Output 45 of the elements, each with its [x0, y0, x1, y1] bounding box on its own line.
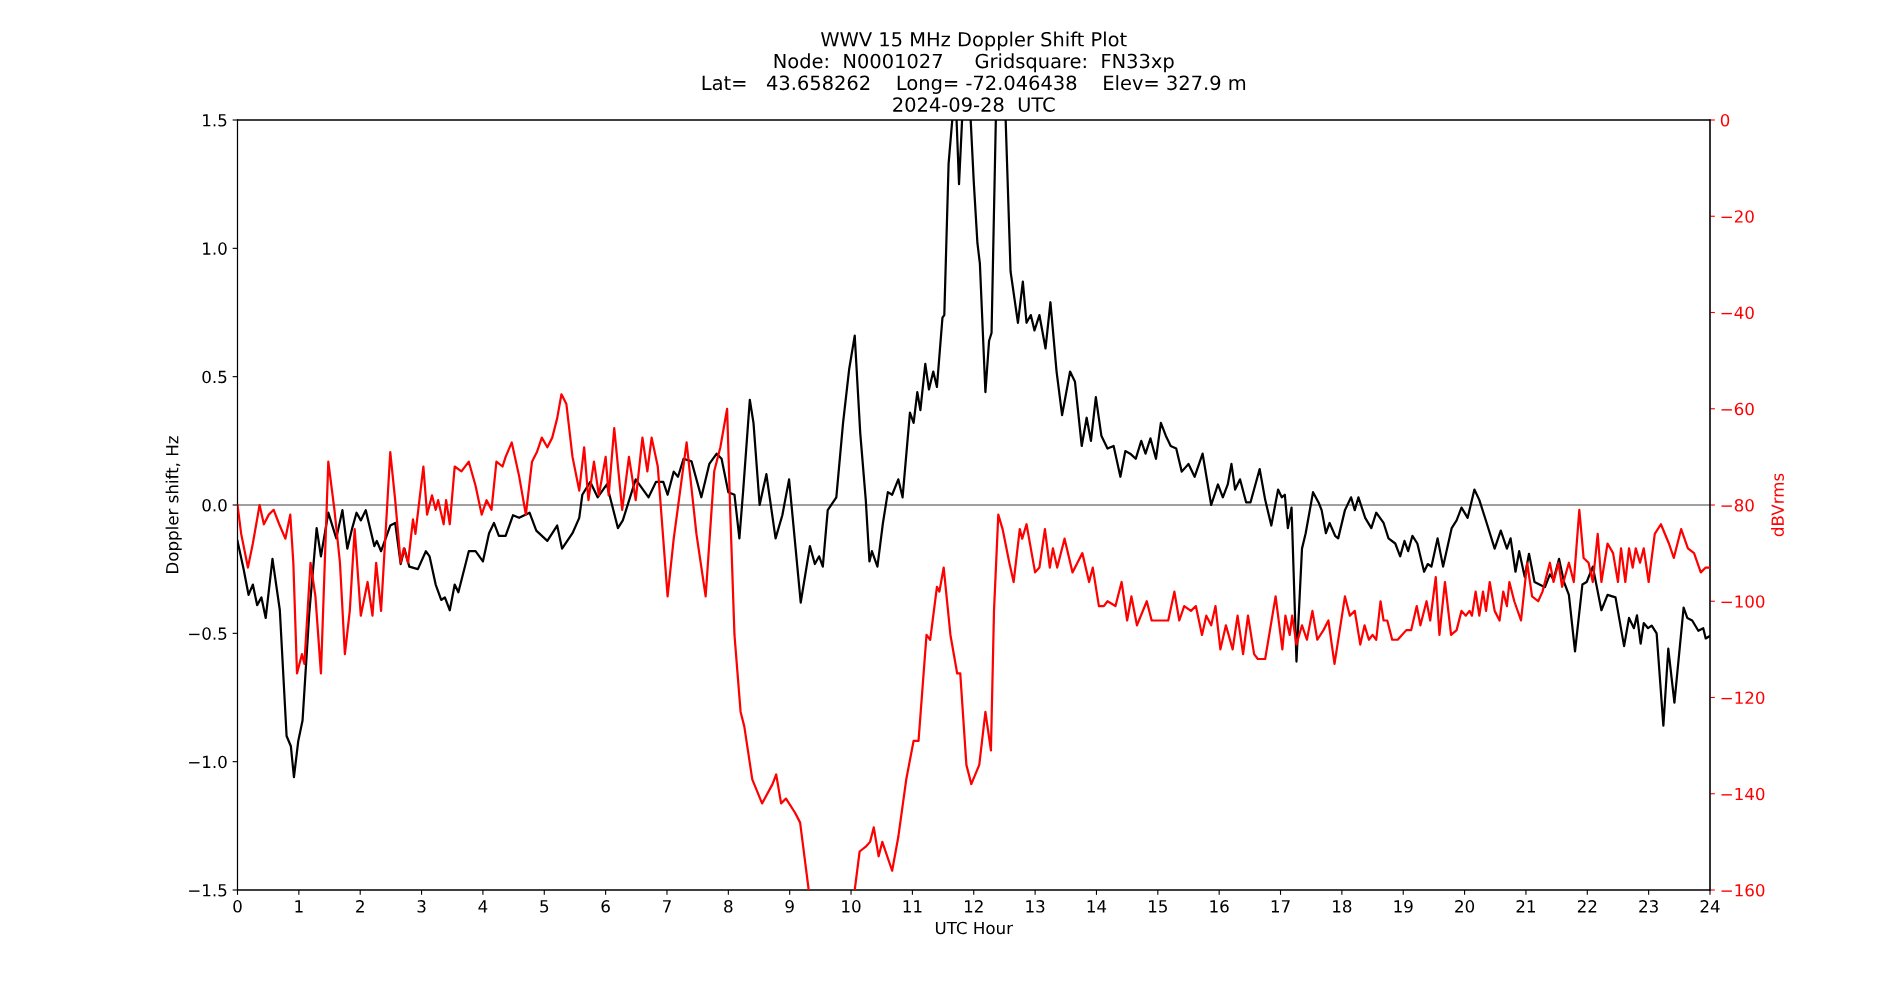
chart-title: WWV 15 MHz Doppler Shift Plot Node: N0001027 Gridsquare: FN33xp Lat= 43.658262 Long= -72.046438 Elev= 327.9 m 2024-09-28 UTC: [702, 31, 1246, 112]
x-tick-label: 20: [1455, 900, 1475, 913]
y2-tick-label: −100: [1721, 595, 1765, 608]
x-tick-label: 22: [1577, 900, 1597, 913]
x-tick-label: 2: [356, 900, 364, 913]
x-tick-label: 3: [417, 900, 426, 913]
x-tick-label: 15: [1149, 900, 1167, 913]
x-tick-label: 9: [785, 900, 794, 913]
x-tick-label: 1: [295, 900, 303, 913]
y2-tick-label: −20: [1721, 210, 1754, 223]
x-tick-label: 7: [663, 900, 671, 913]
x-tick-label: 13: [1026, 900, 1045, 913]
x-tick-label: 17: [1271, 900, 1290, 913]
x-tick-label: 14: [1087, 900, 1107, 913]
y-tick-label: 1.0: [203, 242, 227, 255]
x-tick-label: 23: [1639, 900, 1658, 913]
x-tick-label: 10: [842, 900, 861, 913]
x-tick-label: 16: [1210, 900, 1229, 913]
y2-tick-label: −120: [1721, 691, 1765, 705]
y2-tick-label: −160: [1721, 883, 1765, 897]
y-tick-label: −1.0: [189, 755, 227, 769]
y2-tick-label: −140: [1721, 787, 1765, 801]
y-tick-label: −0.5: [189, 627, 227, 640]
y-tick-label: −1.5: [189, 884, 227, 897]
y2-tick-label: −40: [1721, 306, 1754, 320]
x-tick-label: 21: [1516, 900, 1535, 913]
x-tick-label: 6: [601, 900, 610, 913]
x-tick-label: 5: [540, 900, 549, 913]
x-tick-label: 24: [1700, 900, 1720, 913]
x-tick-label: 4: [478, 900, 488, 913]
x-tick-label: 0: [233, 900, 242, 913]
x-tick-label: 8: [724, 900, 733, 913]
y2-axis-title: dBVrms: [1771, 473, 1784, 537]
x-tick-label: 19: [1394, 900, 1413, 913]
x-tick-label: 12: [964, 900, 983, 913]
y-axis-title: Doppler shift, Hz: [165, 436, 182, 573]
x-tick-label: 11: [903, 900, 922, 913]
y-tick-label: 1.5: [203, 114, 227, 127]
x-axis-title: UTC Hour: [935, 921, 1013, 935]
y2-tick-label: 0: [1720, 113, 1730, 127]
y2-tick-label: −80: [1721, 498, 1754, 512]
y-tick-label: 0.0: [202, 498, 227, 512]
y2-tick-label: −60: [1721, 402, 1754, 416]
y-tick-label: 0.5: [202, 370, 227, 384]
x-tick-label: 18: [1333, 900, 1352, 913]
